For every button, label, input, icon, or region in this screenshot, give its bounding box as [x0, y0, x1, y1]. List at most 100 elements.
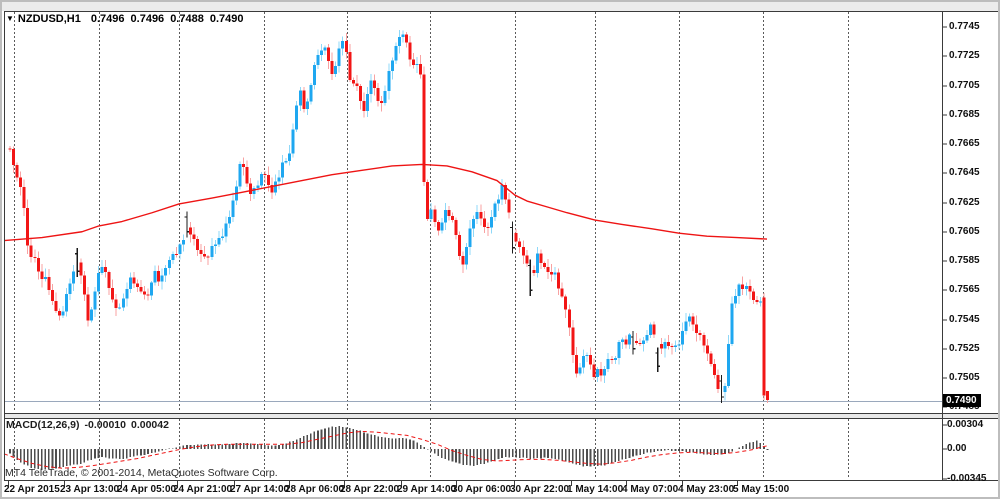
- candle-down: [189, 227, 193, 235]
- candle-up: [89, 309, 93, 321]
- candle-down: [40, 271, 44, 280]
- candle-down: [203, 253, 207, 257]
- candle-down: [206, 256, 210, 258]
- time-axis-label: 29 Apr 14:00: [397, 484, 457, 495]
- window-top-strip: [2, 2, 998, 11]
- candle-down: [542, 263, 546, 268]
- candle-up: [443, 210, 447, 223]
- price-axis-label: 0.7685: [949, 109, 980, 120]
- time-axis-label: 28 Apr 06:00: [285, 484, 345, 495]
- candle-down: [755, 300, 759, 302]
- candle-down: [458, 234, 462, 257]
- candle-up: [121, 298, 125, 308]
- candle-down: [22, 187, 26, 208]
- candle-down: [751, 291, 755, 301]
- candle-up: [744, 286, 748, 290]
- candle-down: [557, 272, 561, 289]
- candle-down: [302, 90, 306, 109]
- time-axis-label: 30 Apr 22:00: [510, 484, 570, 495]
- price-axis-label: 0.7665: [949, 138, 980, 149]
- candle-up: [401, 34, 405, 38]
- candle-up: [472, 219, 476, 229]
- candle-up: [596, 368, 600, 378]
- candle-up: [288, 153, 292, 162]
- candle-down: [638, 342, 642, 345]
- candle-down: [741, 284, 745, 290]
- candle-up: [730, 303, 734, 344]
- candle-up: [68, 283, 72, 294]
- candle-up: [231, 200, 235, 218]
- candle-up: [153, 271, 157, 283]
- candle-down: [355, 83, 359, 86]
- candle-down: [58, 311, 62, 316]
- candle-up: [468, 228, 472, 247]
- copyright-text: MT4 TeleTrade, © 2001-2014, MetaQuotes S…: [5, 467, 278, 479]
- candle-down: [670, 345, 674, 348]
- candle-up: [164, 267, 168, 276]
- candle-down: [592, 364, 596, 378]
- panel-separator: [4, 413, 998, 418]
- symbol-dropdown-icon[interactable]: ▼: [6, 14, 14, 23]
- candle-down: [454, 219, 458, 235]
- time-axis-label: 24 Apr 21:00: [173, 484, 233, 495]
- candle-down: [266, 174, 270, 186]
- price-axis-label: 0.7585: [949, 255, 980, 266]
- candle-down: [146, 294, 150, 296]
- candle-down: [589, 354, 593, 365]
- candle-down: [461, 256, 465, 265]
- macd-axis-label: 0.00304: [947, 419, 984, 430]
- candle-down: [242, 164, 246, 168]
- candle-up: [366, 93, 370, 111]
- candle-down: [482, 218, 486, 227]
- time-axis-label: 28 Apr 22:00: [340, 484, 400, 495]
- candle-down: [111, 288, 115, 300]
- candle-up: [298, 90, 302, 106]
- candle-down: [539, 253, 543, 264]
- candle-up: [277, 177, 281, 182]
- candle-up: [642, 340, 646, 345]
- candle-up: [723, 386, 727, 393]
- candle-up: [535, 253, 539, 273]
- quote-open: 0.7496: [90, 13, 125, 25]
- candle-up: [319, 50, 323, 56]
- price-axis-label: 0.7725: [949, 50, 980, 61]
- price-axis-label: 0.7565: [949, 284, 980, 295]
- quote-line: ▼ NZDUSD,H1 0.7496 0.7496 0.7488 0.7490: [6, 13, 244, 25]
- quote-low: 0.7488: [170, 13, 204, 25]
- candle-up: [337, 48, 341, 66]
- candle-up: [606, 359, 610, 369]
- candle-down: [245, 167, 249, 184]
- candle-down: [564, 296, 568, 310]
- time-axis-label: 30 Apr 06:00: [452, 484, 512, 495]
- candle-up: [475, 211, 479, 220]
- candle-down: [29, 245, 33, 257]
- price-axis-label: 0.7525: [949, 343, 980, 354]
- candle-down: [47, 277, 51, 290]
- candle-up: [118, 307, 122, 309]
- candle-up: [334, 65, 338, 74]
- candle-down: [525, 255, 529, 264]
- moving-average-line: [3, 163, 768, 242]
- symbol-period-label: NZDUSD,H1: [17, 13, 81, 25]
- candle-down: [380, 101, 384, 104]
- ohlc-values: 0.7496 0.7496 0.7488 0.7490: [85, 13, 244, 25]
- candle-down: [263, 174, 267, 176]
- candle-up: [613, 357, 617, 360]
- candle-up: [684, 321, 688, 331]
- candle-down: [567, 309, 571, 328]
- candle-up: [673, 345, 677, 348]
- candle-up: [150, 282, 154, 296]
- macd-axis-label: -0.00345: [947, 473, 987, 484]
- candle-down: [50, 289, 54, 302]
- time-axis-label: 24 Apr 05:00: [117, 484, 177, 495]
- candle-down: [624, 339, 628, 345]
- candle-up: [341, 41, 345, 49]
- candle-down: [373, 80, 377, 89]
- time-axis-label: 27 Apr 14:00: [230, 484, 290, 495]
- candle-down: [358, 85, 362, 102]
- candle-down: [698, 333, 702, 335]
- candle-down: [135, 283, 139, 288]
- candle-up: [224, 223, 228, 237]
